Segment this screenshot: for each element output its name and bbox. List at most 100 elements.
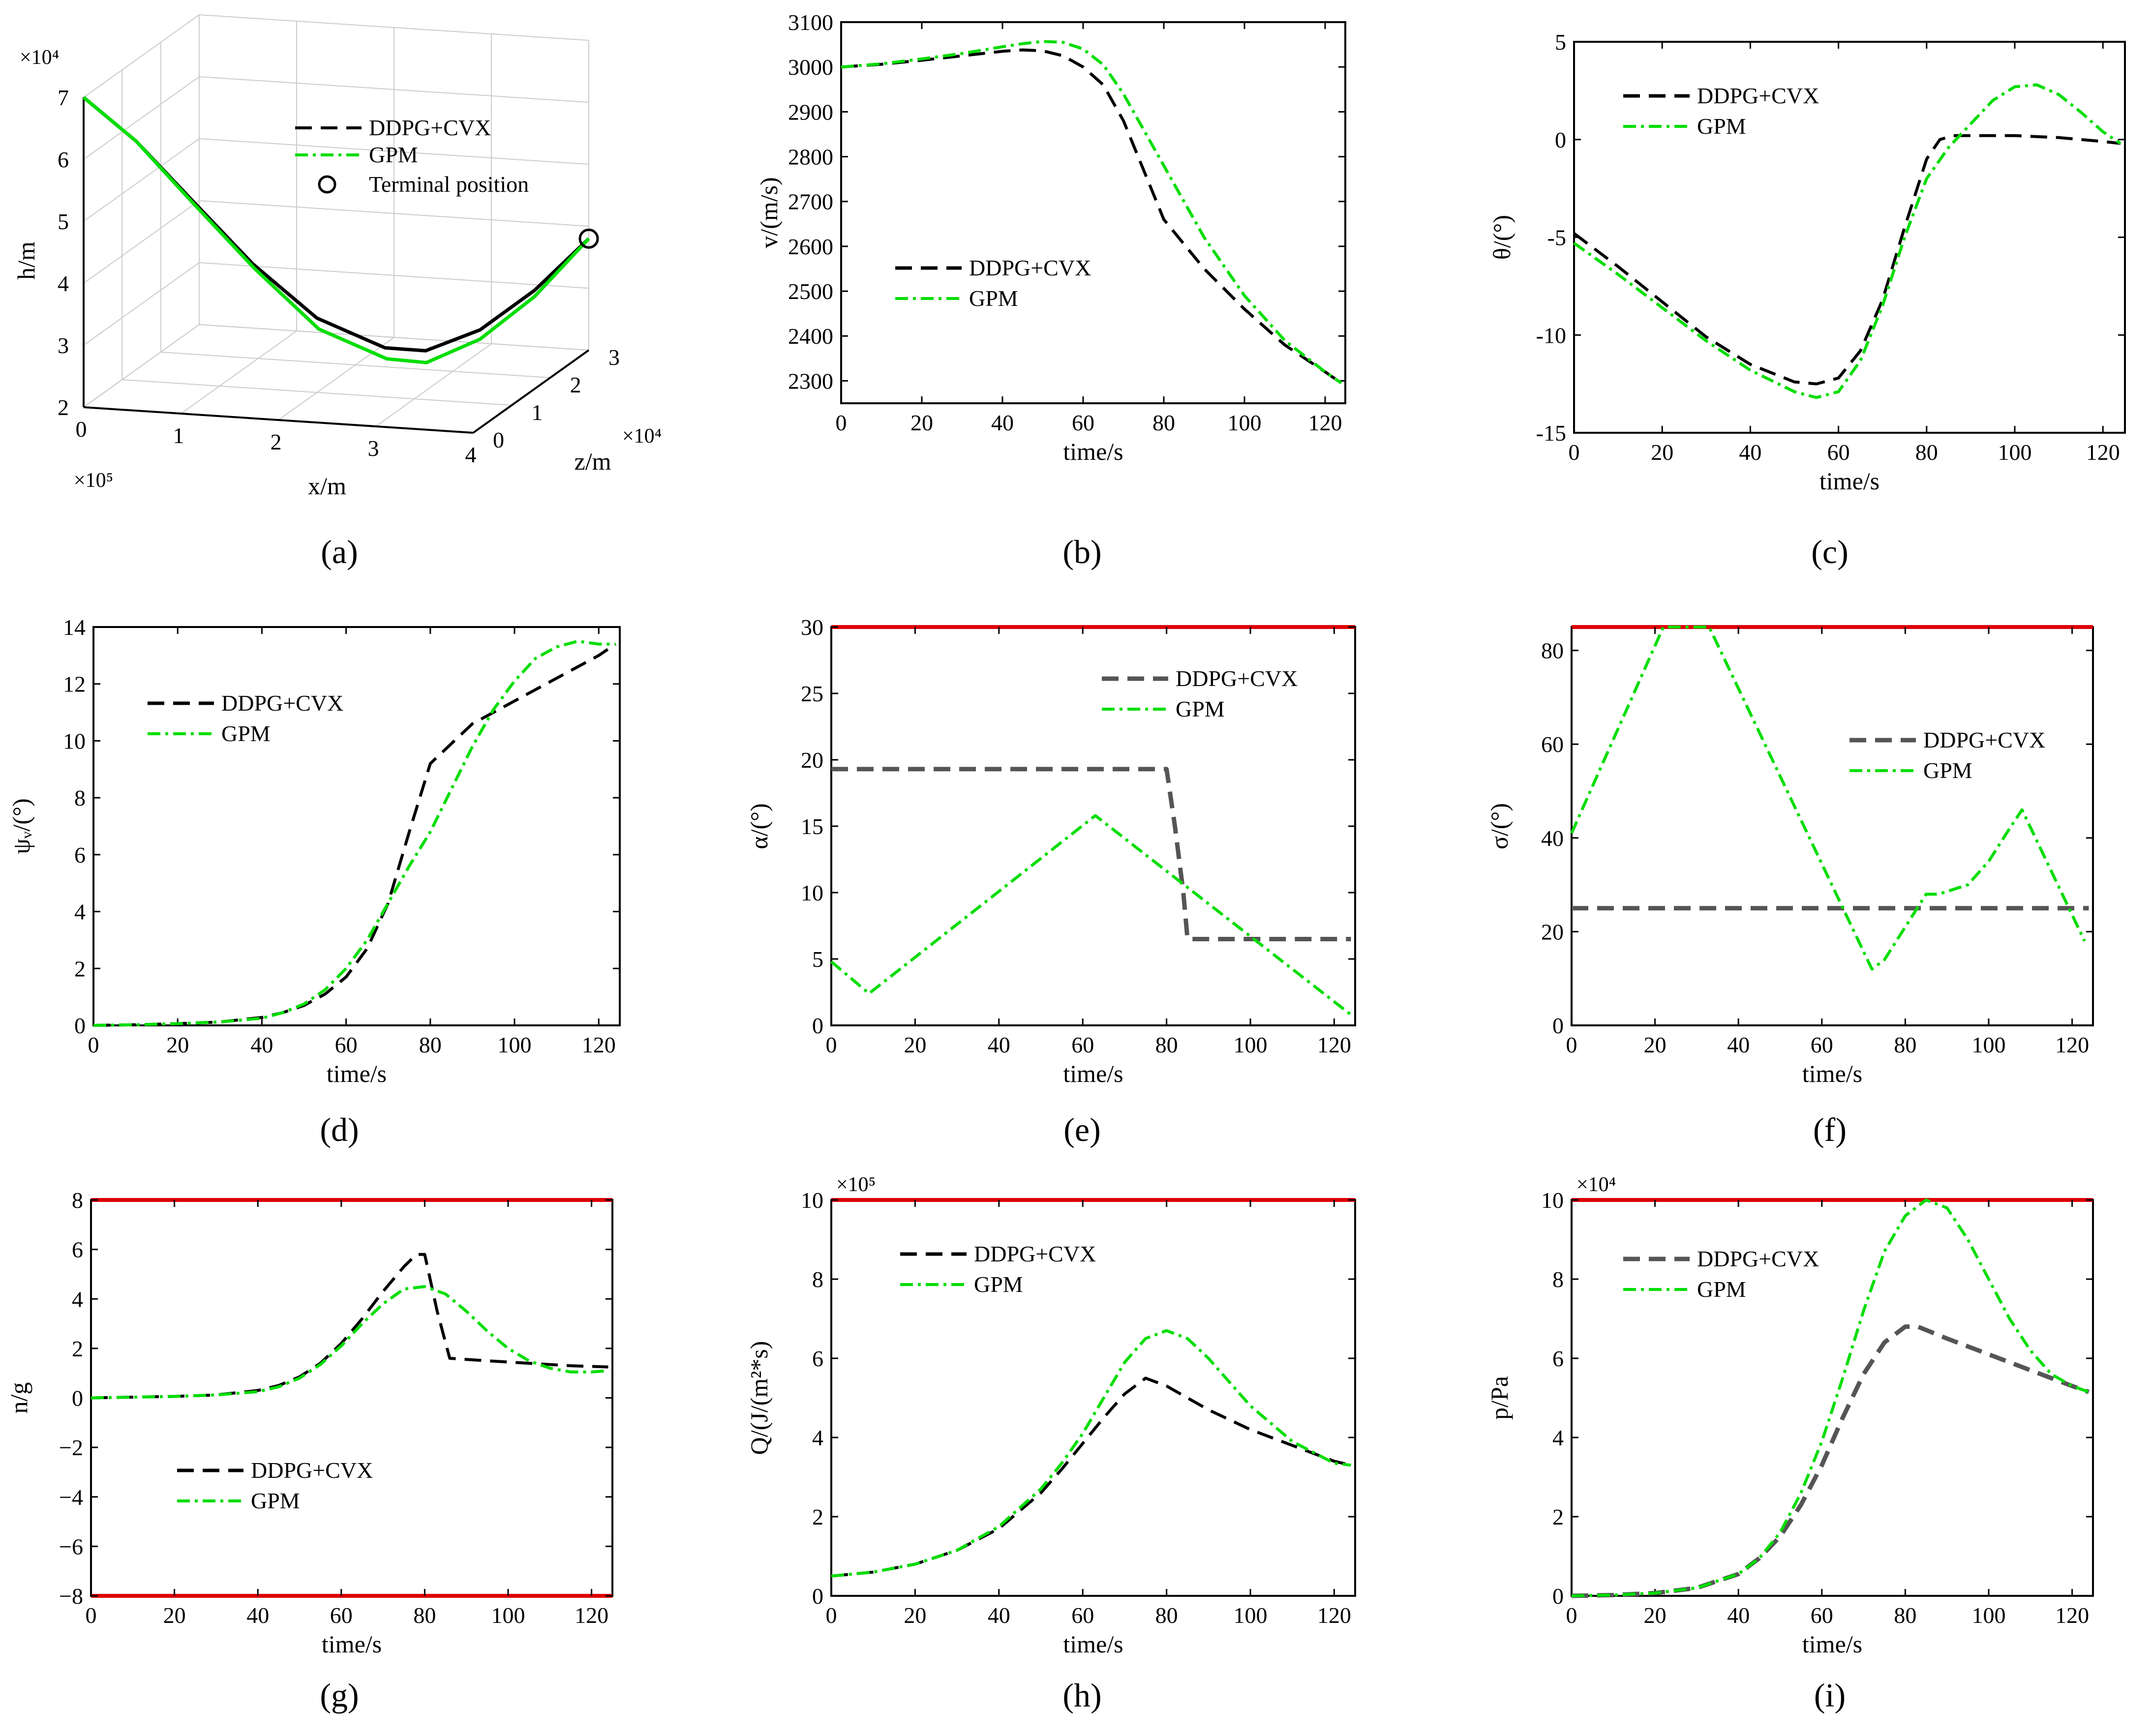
x-tick-label: 20	[163, 1603, 186, 1628]
x-tick-label: 0	[826, 1603, 837, 1628]
y-axis-multiplier: ×10⁵	[836, 1173, 876, 1196]
x-axis-label: time/s	[1802, 1060, 1862, 1087]
series-gpm-line	[93, 639, 616, 1027]
grid-line	[122, 379, 512, 406]
series-ddpg-cvx-line	[1571, 1324, 2090, 1598]
x-tick-label: 100	[498, 1032, 532, 1057]
y-tick-label: 0	[72, 1386, 83, 1411]
x-tick-label: 40	[1739, 440, 1761, 465]
series-ddpg-cvx-line	[831, 1377, 1352, 1578]
grid-line	[83, 324, 200, 408]
x-tick-label: 20	[1644, 1032, 1667, 1057]
y-tick-label: −4	[59, 1485, 83, 1510]
h-tick-label: 4	[58, 271, 69, 296]
x-tick-label: 40	[1727, 1603, 1750, 1628]
series-ddpg-cvx-line	[841, 48, 1342, 385]
plot-frame	[1571, 626, 2094, 1026]
series-gpm-line	[1573, 83, 2122, 399]
z-axis-label: z/m	[575, 448, 611, 475]
x-tick-label: 100	[1234, 1603, 1268, 1628]
y-tick-label: 80	[1541, 638, 1564, 663]
y-tick-label: 6	[1552, 1346, 1564, 1371]
x-tick-label: 20	[1644, 1603, 1667, 1628]
z-axis-multiplier: ×10⁴	[622, 425, 662, 448]
x-tick-label: 100	[491, 1603, 525, 1628]
x-tick-label: 80	[1155, 1603, 1178, 1628]
y-tick-label: 20	[1541, 919, 1564, 944]
x-tick-label: 100	[1228, 410, 1262, 435]
x-tick-label: 60	[1811, 1032, 1833, 1057]
y-tick-label: 4	[1552, 1425, 1564, 1450]
panel-e-angle-of-attack: 0 20 40 60 80 100 120 0 5 10 15 20 25 30 time/s α/(°) DD…	[745, 615, 1356, 1148]
grid-line	[181, 330, 297, 414]
x-axis-label: time/s	[1802, 1630, 1862, 1658]
x-tick-label: 80	[413, 1603, 436, 1628]
legend-label-ddpg-cvx: DDPG+CVX	[221, 690, 343, 716]
h-tick-label: 5	[58, 209, 69, 234]
x-tick-label: 80	[419, 1032, 442, 1057]
panel-caption: (f)	[1813, 1111, 1847, 1148]
grid-line	[160, 352, 550, 378]
y-tick-label: 0	[1555, 127, 1566, 152]
y-tick-label: −6	[59, 1534, 83, 1559]
y-tick-label: 10	[1541, 1188, 1564, 1213]
panel-d-heading-angle: 0 20 40 60 80 100 120 0 2 4 6 8 10 12 14 time/s ψᵥ/(°) DD…	[7, 615, 621, 1148]
legend-label-terminal: Terminal position	[369, 172, 529, 197]
y-tick-label: 4	[72, 1287, 83, 1312]
x-tick-label: 60	[1071, 1032, 1094, 1057]
y-tick-label: −2	[59, 1435, 83, 1460]
panel-f-bank-angle: 0 20 40 60 80 100 120 0 20 40 60 80 time/s σ/(°) DDPG+…	[1485, 625, 2094, 1148]
x-tick-label: 100	[1998, 440, 2032, 465]
y-tick-label: 2500	[788, 279, 833, 304]
y-tick-label: 2900	[788, 99, 833, 124]
y-tick-label: 0	[74, 1013, 86, 1038]
x-tick-label: 20	[904, 1603, 926, 1628]
series-gpm-line	[830, 814, 1352, 1016]
panel-caption: (i)	[1814, 1676, 1846, 1714]
y-axis-label: σ/(°)	[1485, 803, 1513, 849]
y-axis-label: ψᵥ/(°)	[7, 798, 35, 854]
x-tick-label: 0	[836, 410, 847, 435]
x-tick-label: 1	[173, 423, 184, 448]
panel-b-velocity: 0 20 40 60 80 100 120 2300 2400 2500 2600 2700 2800 2…	[755, 10, 1346, 570]
y-tick-label: 0	[812, 1013, 823, 1038]
series-ddpg-cvx-line	[831, 767, 1351, 941]
x-axis-label: time/s	[327, 1060, 387, 1087]
x-axis-label: time/s	[322, 1630, 382, 1658]
y-tick-label: 4	[812, 1425, 823, 1450]
x-tick-label: 100	[1234, 1032, 1268, 1057]
legend-label-ddpg-cvx: DDPG+CVX	[369, 115, 491, 140]
y-axis-label: Q/(J/(m²*s)	[745, 1341, 773, 1455]
legend-label-gpm: GPM	[974, 1272, 1023, 1297]
y-tick-label: 0	[812, 1584, 823, 1609]
y-tick-label: -10	[1536, 323, 1566, 348]
y-tick-label: 2	[812, 1504, 823, 1529]
plot-frame	[92, 626, 621, 1026]
y-tick-label: 60	[1541, 732, 1564, 757]
x-tick-label: 100	[1972, 1032, 2006, 1057]
y-tick-label: 10	[801, 1188, 823, 1213]
panel-caption: (h)	[1062, 1676, 1101, 1714]
y-tick-label: 2800	[788, 145, 833, 170]
x-tick-label: 60	[1072, 410, 1094, 435]
y-tick-label: 8	[72, 1188, 83, 1213]
y-axis-label: α/(°)	[745, 803, 773, 849]
y-tick-label: 3100	[788, 10, 833, 35]
legend-swatch-terminal	[318, 175, 336, 194]
h-axis-label: h/m	[12, 241, 40, 280]
y-axis-label: v/(m/s)	[755, 177, 783, 248]
y-tick-label: 8	[74, 785, 86, 810]
legend-label-ddpg-cvx: DDPG+CVX	[974, 1241, 1096, 1266]
y-tick-label: 2	[1552, 1504, 1564, 1529]
h-axis-multiplier: ×10⁴	[20, 46, 59, 69]
x-tick-label: 120	[582, 1032, 616, 1057]
x-tick-label: 80	[1152, 410, 1175, 435]
x-tick-label: 60	[1811, 1603, 1833, 1628]
legend-label-ddpg-cvx: DDPG+CVX	[969, 255, 1091, 280]
y-tick-label: 8	[1552, 1267, 1564, 1292]
z-tick-label: 2	[570, 372, 581, 397]
x-tick-label: 120	[2055, 1603, 2089, 1628]
series-gpm-line	[82, 96, 590, 364]
z-tick-label: 0	[493, 427, 504, 452]
x-tick-label: 40	[988, 1603, 1010, 1628]
